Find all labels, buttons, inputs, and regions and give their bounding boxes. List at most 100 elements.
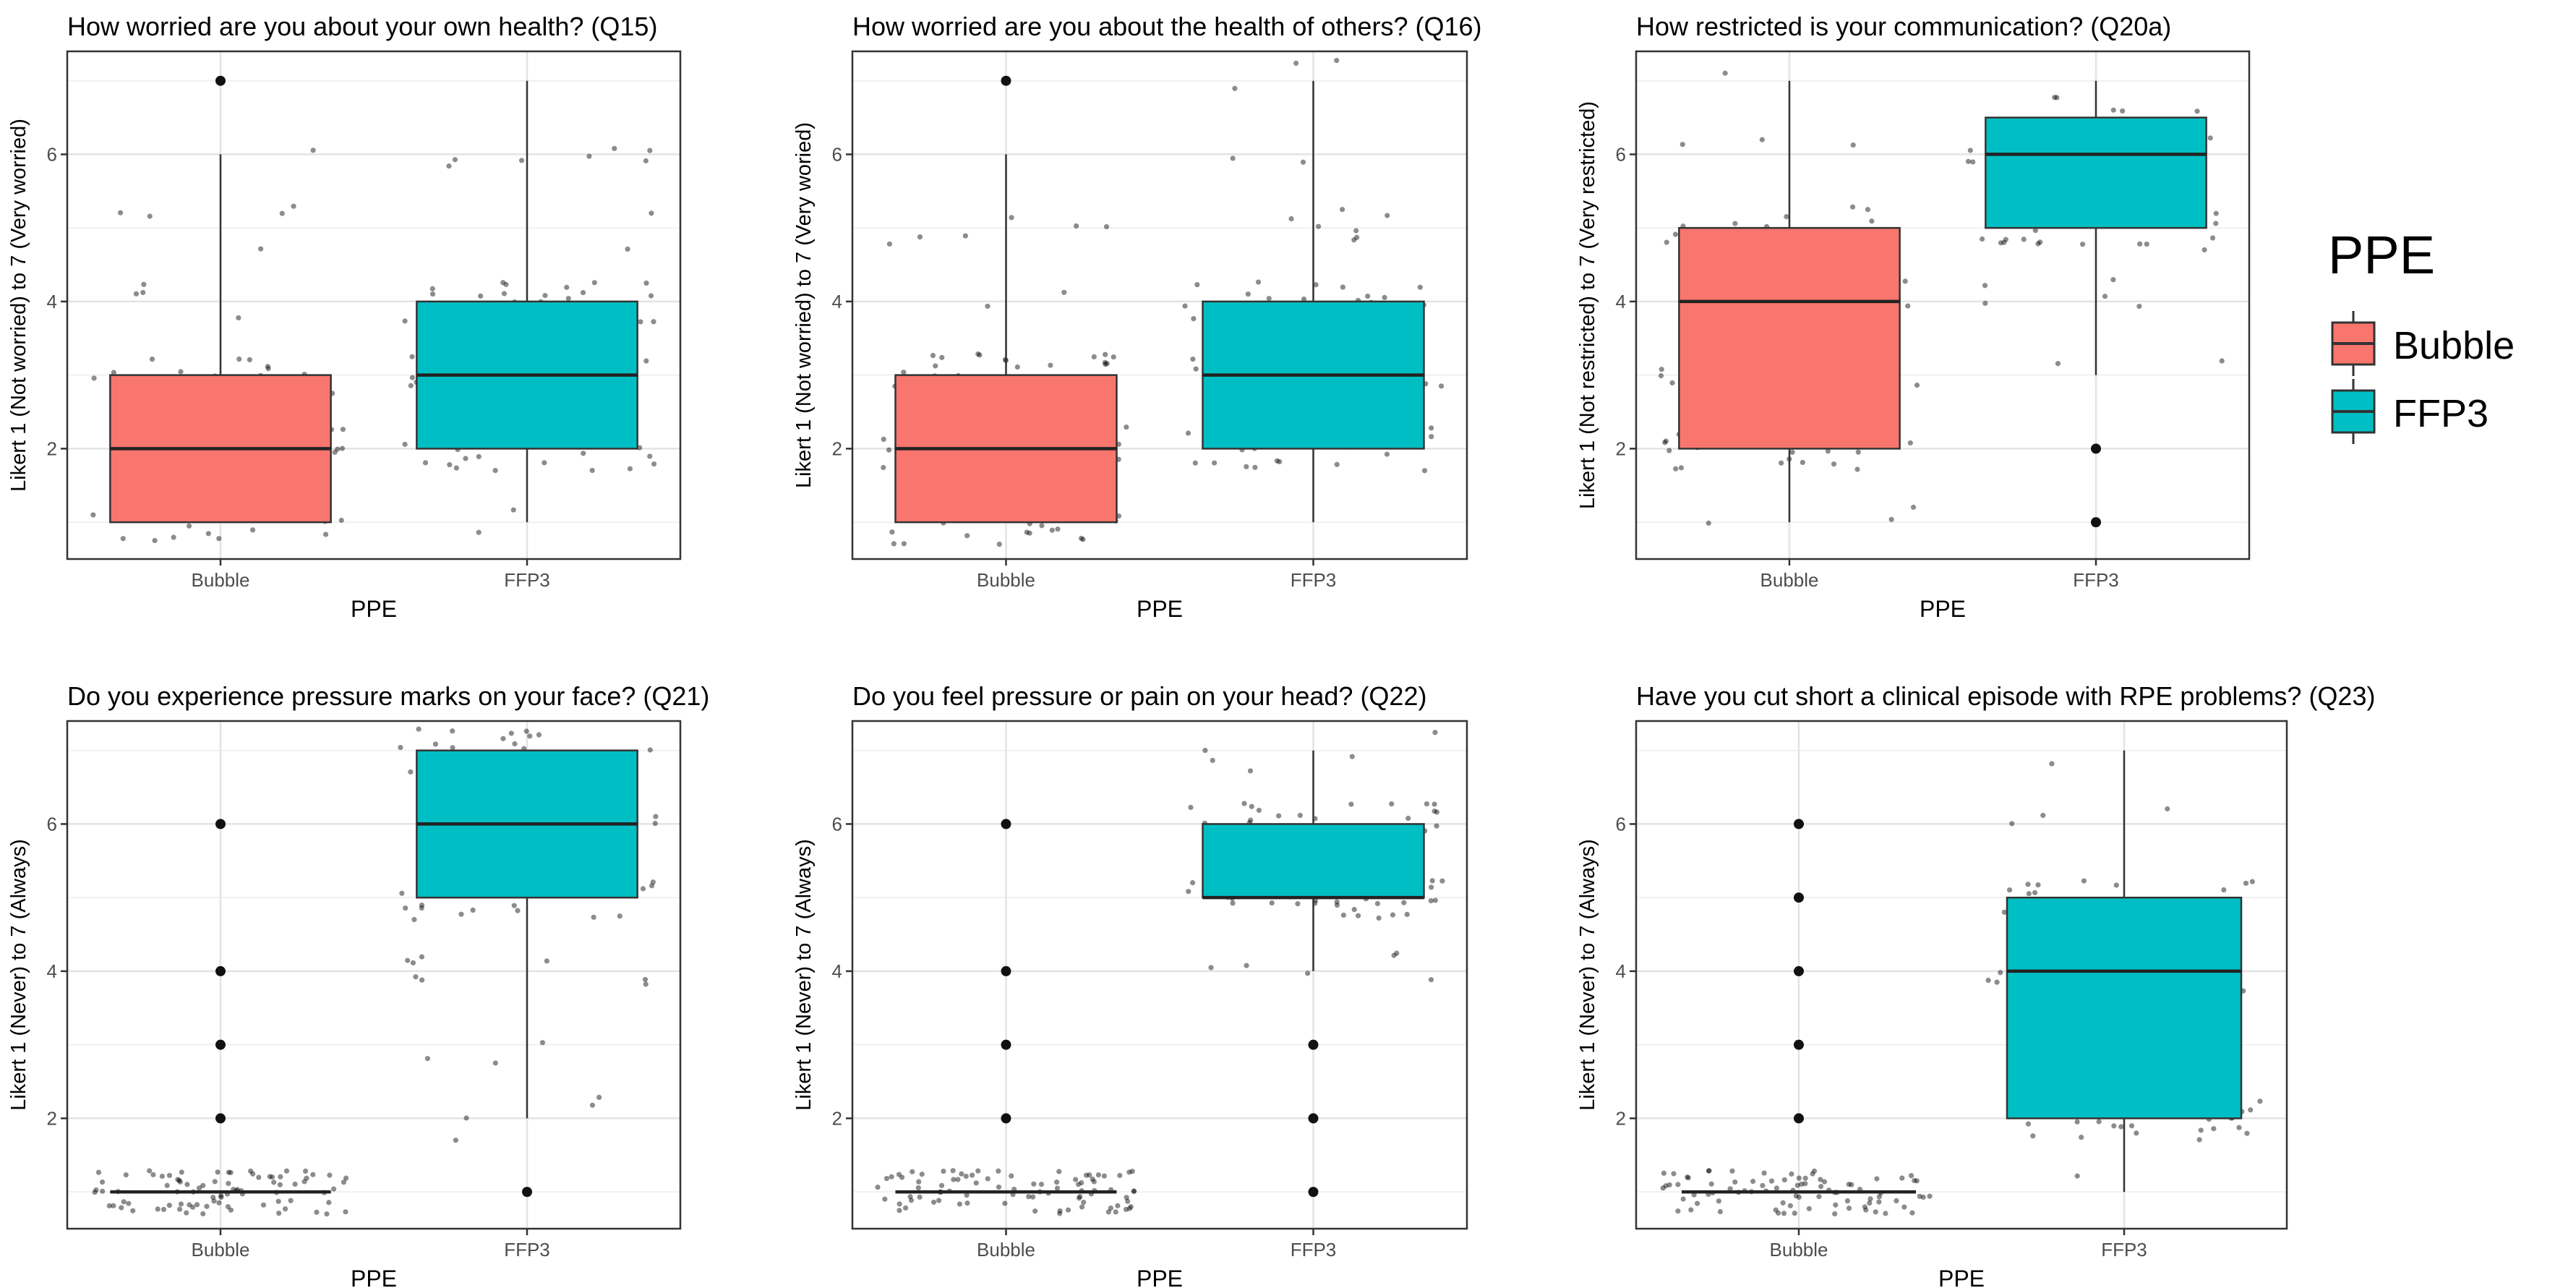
panel-title: Have you cut short a clinical episode wi… <box>1636 681 2375 711</box>
data-point <box>647 747 653 753</box>
data-point <box>327 1172 333 1178</box>
x-tick-label: Bubble <box>192 569 250 591</box>
data-point <box>1846 1182 1852 1187</box>
data-point <box>249 527 256 533</box>
data-point <box>1076 1182 1082 1187</box>
data-point <box>907 1194 913 1200</box>
data-point <box>1914 383 1920 388</box>
data-point <box>99 1179 106 1185</box>
data-point <box>617 913 622 919</box>
data-point <box>2128 1123 2135 1129</box>
data-point <box>150 1172 156 1177</box>
data-point <box>1781 1177 1787 1183</box>
data-point <box>1191 316 1197 322</box>
data-point <box>1675 1182 1681 1187</box>
data-point <box>2040 812 2046 819</box>
data-point <box>903 1205 909 1211</box>
data-point <box>627 466 633 472</box>
data-point <box>1816 1194 1822 1200</box>
data-point <box>2003 236 2008 242</box>
data-point <box>1252 464 1258 470</box>
data-point <box>1672 231 1679 237</box>
x-axis-label: PPE <box>351 1266 397 1288</box>
data-point <box>1694 1200 1700 1206</box>
data-point <box>171 534 176 540</box>
data-point <box>1014 364 1020 370</box>
outlier-point <box>2091 443 2101 454</box>
data-point <box>310 1172 316 1177</box>
x-axis-label: PPE <box>351 596 397 622</box>
y-tick-label: 4 <box>832 291 842 312</box>
legend: PPE Bubble FFP3 <box>2328 225 2515 444</box>
data-point <box>186 523 192 529</box>
data-point <box>1124 1195 1129 1200</box>
panel-3: 2 4 6 Bubble FFP3 How restricted is your comm… <box>1576 12 2251 622</box>
data-point <box>276 1210 282 1216</box>
data-point <box>1732 221 1738 226</box>
data-point <box>1078 535 1084 542</box>
data-point <box>1846 1206 1852 1211</box>
data-point <box>330 1186 337 1192</box>
legend-title: PPE <box>2328 225 2435 285</box>
data-point <box>339 445 346 451</box>
data-point <box>2009 821 2015 827</box>
data-point <box>1825 448 1831 454</box>
data-point <box>1901 1204 1907 1210</box>
data-point <box>1354 234 1360 240</box>
data-point <box>453 1138 458 1143</box>
data-point <box>301 1179 307 1185</box>
data-point <box>1049 527 1055 533</box>
data-point <box>2118 1124 2124 1130</box>
data-point <box>2054 95 2060 101</box>
data-point <box>1802 1175 1808 1181</box>
data-point <box>964 1200 970 1206</box>
data-point <box>591 280 597 286</box>
data-point <box>402 318 408 324</box>
box-bubble <box>1682 819 1916 1194</box>
data-point <box>1800 459 1805 466</box>
data-point <box>1849 1182 1854 1187</box>
data-point <box>500 280 506 286</box>
data-point <box>1340 912 1347 918</box>
data-point <box>996 1184 1002 1190</box>
data-point <box>194 1202 200 1208</box>
data-point <box>2037 239 2043 245</box>
data-point <box>649 210 654 216</box>
data-point <box>638 319 643 325</box>
data-point <box>1384 451 1390 457</box>
y-tick-label: 4 <box>47 960 57 982</box>
data-point <box>324 1211 330 1217</box>
data-point <box>1315 223 1322 229</box>
data-point <box>1061 289 1067 295</box>
data-point <box>589 1102 596 1108</box>
data-point <box>1888 516 1894 522</box>
data-point <box>2136 303 2142 310</box>
data-point <box>882 1196 888 1202</box>
data-point <box>1664 239 1669 245</box>
data-point <box>1210 757 1215 764</box>
data-point <box>1249 803 1254 809</box>
data-point <box>649 883 655 889</box>
data-point <box>973 1180 979 1186</box>
data-point <box>941 1168 946 1174</box>
data-point <box>1065 1207 1071 1213</box>
data-point <box>2079 1134 2084 1140</box>
box-ffp3 <box>416 749 638 1198</box>
data-point <box>1002 1200 1008 1206</box>
x-axis-label: PPE <box>1137 596 1183 622</box>
data-point <box>212 1179 218 1185</box>
data-point <box>215 1169 221 1175</box>
data-point <box>1054 1180 1060 1185</box>
data-point <box>1057 1208 1063 1214</box>
data-point <box>247 357 252 363</box>
data-point <box>1678 465 1685 471</box>
data-point <box>228 1207 234 1213</box>
data-point <box>409 375 415 380</box>
outlier-point <box>215 1113 226 1124</box>
data-point <box>1867 1196 1873 1202</box>
data-point <box>1717 1208 1723 1215</box>
data-point <box>985 1176 990 1182</box>
data-point <box>2074 1173 2080 1179</box>
data-point <box>200 1182 206 1188</box>
data-point <box>260 1202 267 1208</box>
